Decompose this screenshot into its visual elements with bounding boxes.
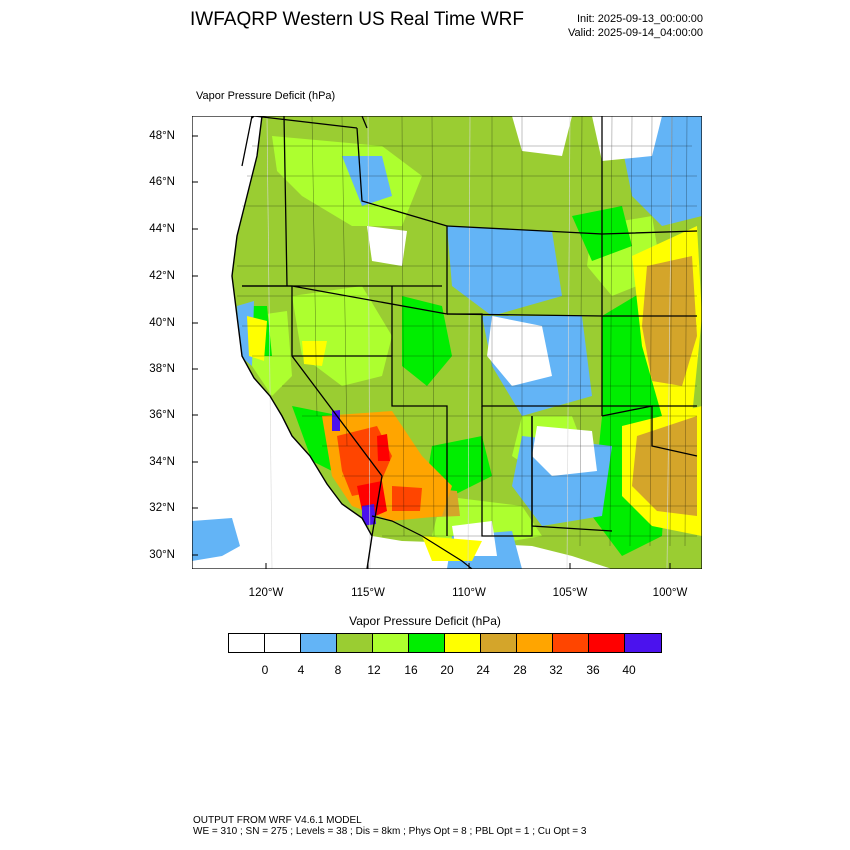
colorbar-title: Vapor Pressure Deficit (hPa) — [349, 614, 501, 628]
colorbar-swatch — [625, 634, 661, 652]
map-title: IWFAQRP Western US Real Time WRF — [190, 9, 524, 30]
lat-label: 40°N — [149, 317, 175, 329]
vpd-0-4-patches — [367, 116, 662, 556]
lon-label: 120°W — [248, 587, 284, 599]
colorbar-tick-label: 24 — [476, 663, 490, 677]
lat-label: 34°N — [149, 456, 175, 468]
axis-ticks — [192, 135, 671, 569]
graticule — [266, 116, 673, 569]
colorbar-swatch — [481, 634, 517, 652]
colorbar-swatch — [445, 634, 481, 652]
lat-label: 32°N — [149, 502, 175, 514]
colorbar-tick-label: 28 — [513, 663, 527, 677]
colorbar-tick-label: 32 — [549, 663, 563, 677]
lat-label: 36°N — [149, 409, 175, 421]
colorbar-tick-label: 4 — [297, 663, 305, 677]
colorbar-swatch — [553, 634, 589, 652]
lat-label: 30°N — [149, 549, 175, 561]
colorbar-swatch — [337, 634, 373, 652]
colorbar-swatch — [301, 634, 337, 652]
colorbar-tick-label: 16 — [404, 663, 418, 677]
vpd-map — [192, 116, 702, 569]
lon-label: 110°W — [452, 587, 486, 599]
baja-gulf-coast — [371, 515, 473, 569]
county-boundaries — [237, 116, 697, 547]
lat-label: 48°N — [149, 130, 175, 142]
colorbar-swatch — [229, 634, 265, 652]
colorbar-tick-label: 0 — [261, 663, 269, 677]
colorbar-tick-label: 8 — [334, 663, 342, 677]
colorbar-tick-label: 40 — [622, 663, 636, 677]
valid-time: Valid: 2025-09-14_04:00:00 — [568, 27, 703, 39]
colorbar-swatch — [265, 634, 301, 652]
colorbar-swatch — [589, 634, 625, 652]
model-footer: OUTPUT FROM WRF V4.6.1 MODEL WE = 310 ; … — [193, 815, 586, 837]
lat-label: 38°N — [149, 363, 175, 375]
coastline — [231, 116, 373, 569]
lon-label: 115°W — [351, 587, 385, 599]
lat-label: 42°N — [149, 270, 175, 282]
init-time: Init: 2025-09-13_00:00:00 — [577, 13, 703, 25]
lat-label: 46°N — [149, 176, 175, 188]
colorbar-tick-label: 20 — [440, 663, 454, 677]
colorbar-swatch — [373, 634, 409, 652]
colorbar — [228, 633, 662, 653]
lon-label: 100°W — [652, 587, 688, 599]
colorbar-tick-label: 12 — [367, 663, 381, 677]
footer-line: OUTPUT FROM WRF V4.6.1 MODEL — [193, 815, 362, 826]
colorbar-tick-label: 36 — [586, 663, 600, 677]
state-boundaries — [241, 116, 698, 537]
lat-label: 44°N — [149, 223, 175, 235]
colorbar-swatch — [517, 634, 553, 652]
lon-label: 105°W — [552, 587, 588, 599]
colorbar-swatch — [409, 634, 445, 652]
field-label: Vapor Pressure Deficit (hPa) — [196, 90, 336, 102]
footer-line: WE = 310 ; SN = 275 ; Levels = 38 ; Dis … — [193, 826, 587, 837]
vpd-40-plus-patches — [332, 410, 376, 526]
ocean-vpd-patch — [192, 518, 240, 561]
pacific-ocean — [192, 116, 372, 569]
